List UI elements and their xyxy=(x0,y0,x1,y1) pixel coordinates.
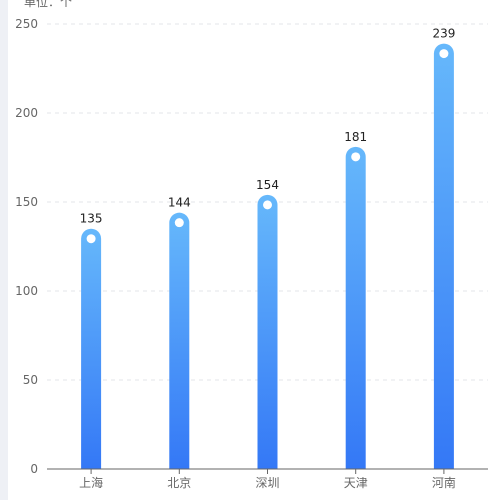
x-tick-label: 深圳 xyxy=(255,476,279,490)
y-tick-label: 150 xyxy=(15,195,38,209)
bars: 135 144 154 181 239 xyxy=(80,27,455,469)
x-tick-label: 上海 xyxy=(79,475,103,490)
bar-top-dot xyxy=(174,218,184,228)
x-axis: 上海 北京 深圳 天津 河南 xyxy=(47,468,488,490)
bar-value-label: 135 xyxy=(80,212,103,226)
bar-3 xyxy=(257,194,278,469)
y-axis-ticks: 0 50 100 150 200 250 xyxy=(15,17,38,476)
bar-value-label: 239 xyxy=(432,27,455,41)
y-tick-label: 0 xyxy=(30,462,38,476)
side-strip xyxy=(0,0,8,500)
y-tick-label: 250 xyxy=(15,17,38,31)
bar-value-label: 154 xyxy=(256,178,279,192)
x-tick-label: 北京 xyxy=(167,476,191,490)
bar-value-label: 144 xyxy=(168,196,191,210)
y-tick-label: 200 xyxy=(15,106,38,120)
x-tick-label: 河南 xyxy=(432,475,456,490)
bar-value-label: 181 xyxy=(344,130,367,144)
bar-1 xyxy=(81,228,102,469)
x-tick-label: 天津 xyxy=(344,476,368,490)
bar-top-dot xyxy=(351,152,361,162)
bar-top-dot xyxy=(439,49,449,59)
bar-top-dot xyxy=(263,200,272,210)
unit-label: 单位：个 xyxy=(24,0,73,9)
bar-4 xyxy=(345,146,366,469)
bar-2 xyxy=(169,212,190,469)
y-tick-label: 50 xyxy=(23,373,38,387)
bar-5 xyxy=(433,43,454,469)
y-tick-label: 100 xyxy=(15,284,38,298)
gridlines xyxy=(47,23,488,381)
bar-top-dot xyxy=(86,234,96,244)
